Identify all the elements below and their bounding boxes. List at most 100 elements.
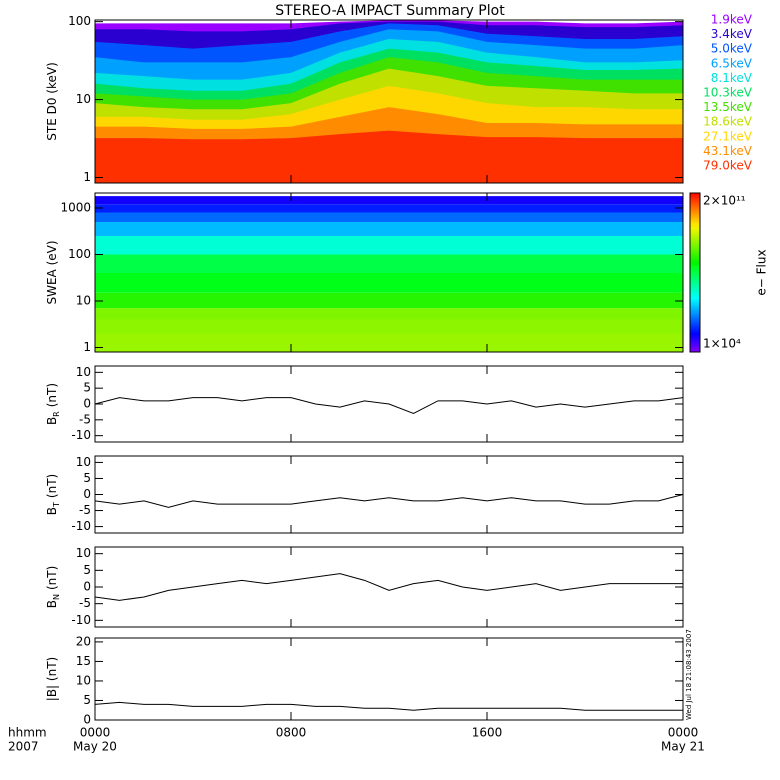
- legend-entry: 6.5keV: [711, 56, 753, 70]
- colorbar-segment: [690, 278, 700, 281]
- heatmap-band: [95, 272, 683, 293]
- colorbar-segment: [690, 288, 700, 291]
- y-tick-label: 0: [83, 487, 91, 501]
- colorbar-segment: [690, 294, 700, 297]
- colorbar-segment: [690, 290, 700, 293]
- colorbar-segment: [690, 228, 700, 232]
- y-tick-label: 10: [76, 293, 91, 307]
- colorbar-segment: [690, 264, 700, 268]
- colorbar-segment: [690, 276, 700, 279]
- y-tick-label: 10: [76, 546, 91, 560]
- y-tick-label: 0: [83, 713, 91, 727]
- y-axis-label: STE D0 (keV): [45, 62, 59, 141]
- y-tick-label: 5: [83, 693, 91, 707]
- y-axis-label: BR (nT): [45, 383, 62, 425]
- colorbar-segment: [690, 200, 700, 204]
- colorbar-segment: [690, 322, 700, 325]
- y-tick-label: 0: [83, 580, 91, 594]
- y-tick-label: 5: [83, 471, 91, 485]
- colorbar-segment: [690, 244, 700, 248]
- colorbar-segment: [690, 198, 700, 202]
- colorbar-segment: [690, 348, 700, 351]
- heatmap-band: [95, 254, 683, 273]
- colorbar-segment: [690, 206, 700, 210]
- colorbar-segment: [690, 218, 700, 222]
- colorbar-segment: [690, 324, 700, 327]
- y-tick-label: -10: [71, 428, 91, 442]
- colorbar-segment: [690, 254, 700, 258]
- y-axis-label: |B| (nT): [45, 657, 59, 701]
- colorbar-segment: [690, 326, 700, 329]
- legend-entry: 1.9keV: [711, 13, 753, 27]
- colorbar-segment: [690, 220, 700, 224]
- colorbar-segment: [690, 332, 700, 335]
- colorbar-segment: [690, 318, 700, 321]
- y-tick-label: -10: [71, 613, 91, 627]
- colorbar-segment: [690, 312, 700, 315]
- y-tick-label: 100: [68, 14, 91, 28]
- y-axis-label-sub: R: [52, 411, 61, 417]
- colorbar-segment: [690, 350, 700, 353]
- y-tick-label: -5: [79, 412, 91, 426]
- colorbar-segment: [690, 300, 700, 303]
- start-date: May 20: [73, 740, 117, 754]
- y-tick-label: 5: [83, 381, 91, 395]
- y-tick-label: -5: [79, 503, 91, 517]
- y-axis-label-sub: N: [52, 594, 61, 600]
- area: [95, 130, 683, 183]
- y-axis-label: BN (nT): [45, 566, 62, 609]
- colorbar-segment: [690, 334, 700, 337]
- y-tick-label: 10: [76, 455, 91, 469]
- x-tick-label: 1600: [472, 726, 503, 740]
- y-tick-label: 100: [68, 247, 91, 261]
- y-axis-label-main: B: [45, 600, 59, 608]
- colorbar-segment: [690, 240, 700, 244]
- colorbar-segment: [690, 232, 700, 236]
- chart-title: STEREO-A IMPACT Summary Plot: [275, 3, 505, 19]
- heatmap-band: [95, 235, 683, 255]
- colorbar-segment: [690, 302, 700, 305]
- panel-frame: [94, 455, 684, 534]
- legend-entry: 3.4keV: [711, 27, 753, 41]
- heatmap-band: [95, 212, 683, 222]
- colorbar-segment: [690, 310, 700, 313]
- colorbar-segment: [690, 208, 700, 212]
- colorbar-segment: [690, 258, 700, 262]
- colorbar-segment: [690, 234, 700, 238]
- y-axis-label: BT (nT): [45, 474, 62, 515]
- colorbar-label: e− Flux: [755, 249, 769, 295]
- time-format: hhmm: [8, 726, 47, 740]
- colorbar-segment: [690, 222, 700, 226]
- colorbar-segment: [690, 304, 700, 307]
- colorbar-segment: [690, 266, 700, 270]
- colorbar-segment: [690, 230, 700, 234]
- y-tick-label: 1000: [60, 200, 91, 214]
- colorbar-segment: [690, 292, 700, 295]
- y-axis-label-main: |B| (nT): [45, 657, 59, 701]
- legend-entry: 5.0keV: [711, 42, 753, 56]
- colorbar-segment: [690, 212, 700, 216]
- colorbar-segment: [690, 342, 700, 345]
- heatmap-band: [95, 292, 683, 309]
- y-tick-label: 10: [76, 673, 91, 687]
- line: [94, 573, 683, 601]
- colorbar-segment: [690, 308, 700, 311]
- legend-entry: 13.5keV: [703, 100, 753, 114]
- colorbar-segment: [690, 224, 700, 228]
- colorbar-segment: [690, 238, 700, 242]
- colorbar-segment: [690, 330, 700, 333]
- y-axis-label-main: B: [45, 507, 59, 515]
- colorbar-segment: [690, 338, 700, 341]
- colorbar-segment: [690, 252, 700, 256]
- colorbar-segment: [690, 236, 700, 240]
- colorbar-segment: [690, 268, 700, 272]
- x-tick-label: 0000: [668, 726, 699, 740]
- colorbar-segment: [690, 284, 700, 287]
- y-axis-label-sub: T: [52, 502, 61, 508]
- colorbar-segment: [690, 282, 700, 285]
- colorbar-segment: [690, 202, 700, 206]
- colorbar-segment: [690, 298, 700, 301]
- line: [94, 397, 684, 415]
- year: 2007: [8, 740, 39, 754]
